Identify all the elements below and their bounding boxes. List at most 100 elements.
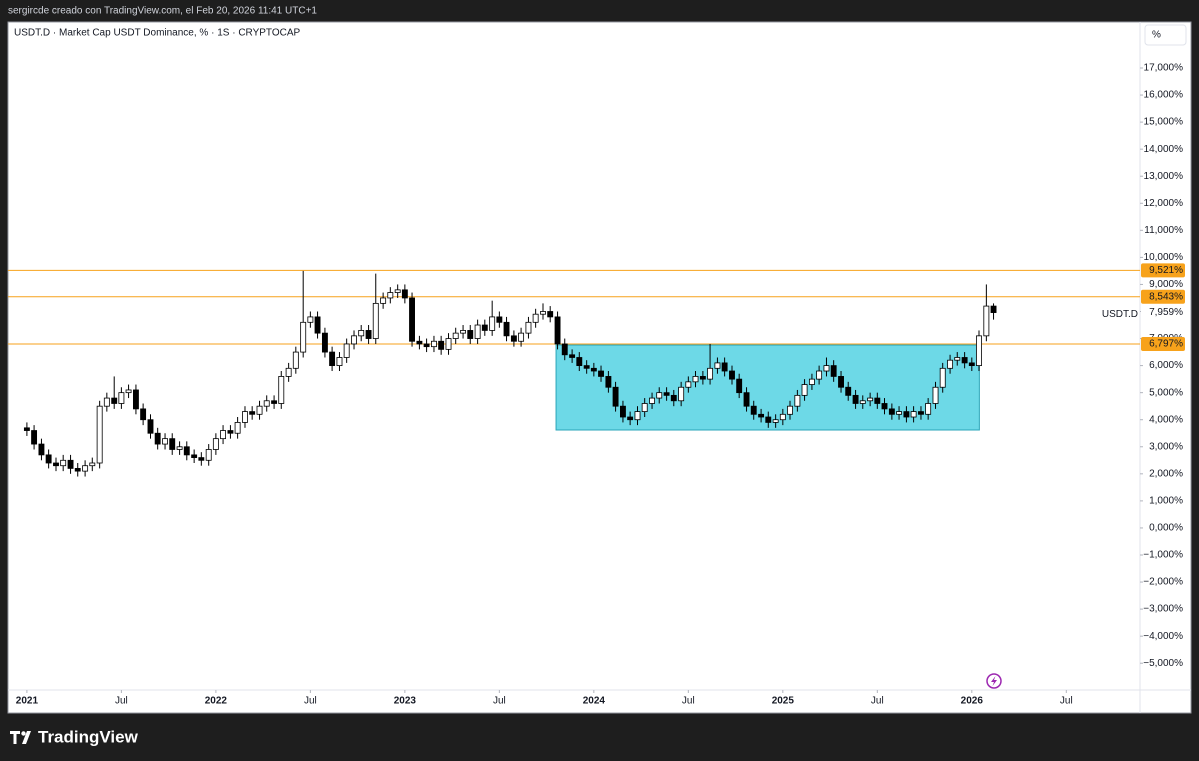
y-tick-label: 1,000%: [1149, 496, 1183, 507]
candle-body: [888, 408, 895, 415]
candle-body: [918, 411, 924, 415]
unit-button-label[interactable]: %: [1152, 30, 1161, 41]
level-label: 9,521%: [1149, 265, 1183, 276]
y-tick-label: 2,000%: [1149, 468, 1183, 479]
y-tick-label: 12,000%: [1144, 198, 1184, 209]
candle-body: [300, 321, 307, 353]
x-tick-label: 2021: [16, 696, 39, 707]
y-tick-label: 3,000%: [1149, 441, 1183, 452]
x-tick-label: 2024: [583, 696, 606, 707]
candle-body: [729, 370, 735, 380]
candle-body: [380, 297, 387, 304]
candle-body: [336, 357, 343, 367]
candle-body: [45, 454, 52, 464]
candle-body: [823, 365, 830, 372]
candle-body: [896, 411, 902, 415]
candle-body: [82, 465, 89, 472]
candle-body: [525, 321, 532, 334]
candle-body: [532, 313, 539, 323]
candle-body: [409, 297, 415, 342]
candle-body: [387, 292, 394, 299]
y-tick-label: 5,000%: [1149, 387, 1183, 398]
last-price-box: [1141, 305, 1189, 320]
candle-body: [903, 411, 910, 418]
candle-body: [932, 386, 939, 404]
level-label: 8,543%: [1149, 291, 1183, 302]
y-tick-label: 14,000%: [1144, 144, 1184, 155]
last-price-label: 7,959%: [1149, 307, 1183, 318]
candle-body: [649, 397, 655, 404]
candle-body: [372, 302, 379, 339]
candle-body: [263, 400, 270, 407]
candle-body: [947, 359, 954, 369]
x-tick-label: Jul: [304, 696, 317, 707]
candle-body: [132, 389, 139, 410]
candle-body: [540, 311, 546, 315]
candle-body: [416, 340, 423, 345]
candle-body: [38, 443, 45, 456]
candle-body: [569, 354, 576, 358]
candle-body: [743, 392, 750, 407]
candle-body: [772, 419, 779, 423]
candle-body: [598, 370, 604, 377]
candle-body: [925, 403, 932, 415]
candle-body: [351, 335, 357, 345]
candle-body: [990, 305, 997, 313]
candle-body: [750, 405, 757, 415]
y-tick-label: −5,000%: [1143, 658, 1183, 669]
y-tick-label: 11,000%: [1144, 225, 1183, 236]
candle-body: [721, 362, 728, 372]
x-tick-label: Jul: [682, 696, 695, 707]
candle-body: [292, 351, 299, 369]
candle-body: [830, 365, 837, 377]
candle-body: [343, 343, 350, 358]
candle-body: [314, 316, 321, 334]
candle-body: [321, 332, 328, 353]
x-tick-label: 2023: [394, 696, 417, 707]
candle-body: [401, 289, 408, 299]
candle-body: [365, 330, 372, 339]
candle-body: [685, 381, 692, 388]
unit-button[interactable]: [1144, 24, 1187, 46]
candle-body: [329, 351, 336, 367]
candle-body: [968, 362, 975, 367]
candle-body: [576, 357, 583, 367]
candle-body: [125, 389, 132, 394]
candle-body: [845, 386, 852, 396]
y-tick-label: 10,000%: [1144, 252, 1184, 263]
candle-body: [481, 324, 488, 331]
level-label-box: [1141, 337, 1185, 352]
candle-body: [838, 376, 844, 388]
page-header: sergircde creado con TradingView.com, el…: [8, 6, 317, 17]
candle-body: [147, 419, 154, 434]
candle-body: [191, 454, 198, 458]
candle-body: [60, 459, 67, 467]
candle-body: [590, 367, 597, 372]
y-tick-label: −4,000%: [1143, 631, 1183, 642]
candle-body: [31, 430, 38, 445]
candle-body: [787, 405, 793, 415]
x-tick-label: 2026: [961, 696, 984, 707]
candle-body: [503, 321, 510, 337]
y-tick-label: 0,000%: [1149, 523, 1183, 534]
candle-body: [394, 289, 401, 293]
candle-body: [23, 427, 30, 431]
candle-body: [801, 384, 808, 396]
candle-body: [939, 367, 946, 388]
y-tick-label: 4,000%: [1149, 414, 1183, 425]
candle-body: [736, 378, 743, 394]
candle-body: [271, 400, 278, 404]
candle-body: [496, 316, 503, 323]
candle-body: [699, 376, 706, 380]
candle-body: [445, 338, 452, 350]
candle-body: [205, 449, 212, 461]
x-tick-label: Jul: [1060, 696, 1073, 707]
alert-icon[interactable]: [986, 673, 1002, 689]
candle-body: [954, 357, 961, 361]
candle-body: [74, 468, 81, 472]
candle-body: [53, 462, 59, 467]
candle-body: [89, 462, 96, 467]
candle-body: [518, 332, 525, 342]
candle-body: [198, 457, 205, 461]
candle-body: [779, 413, 786, 421]
